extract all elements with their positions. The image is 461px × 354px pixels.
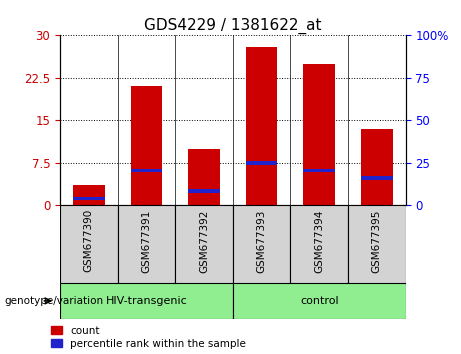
Bar [130,86,162,205]
Text: GSM677393: GSM677393 [257,209,266,273]
Legend: count, percentile rank within the sample: count, percentile rank within the sample [51,326,246,349]
Text: control: control [300,296,338,306]
Bar [290,205,348,283]
Bar [73,185,105,205]
Bar [361,176,393,180]
Bar [246,161,278,165]
Bar [303,64,335,205]
Text: GSM677395: GSM677395 [372,209,382,273]
Title: GDS4229 / 1381622_at: GDS4229 / 1381622_at [144,18,322,34]
Bar [60,205,118,283]
Bar [60,283,233,319]
Text: GSM677390: GSM677390 [84,209,94,273]
Bar [348,205,406,283]
Bar [188,189,220,193]
Bar [175,205,233,283]
Text: GSM677391: GSM677391 [142,209,151,273]
Text: GSM677394: GSM677394 [314,209,324,273]
Bar [188,149,220,205]
Bar [361,129,393,205]
Bar [303,169,335,172]
Text: genotype/variation: genotype/variation [5,296,104,306]
Bar [233,283,406,319]
Bar [233,205,290,283]
Text: HIV-transgenic: HIV-transgenic [106,296,187,306]
Bar [130,169,162,172]
Bar [118,205,175,283]
Bar [246,47,278,205]
Bar [73,197,105,200]
Text: GSM677392: GSM677392 [199,209,209,273]
